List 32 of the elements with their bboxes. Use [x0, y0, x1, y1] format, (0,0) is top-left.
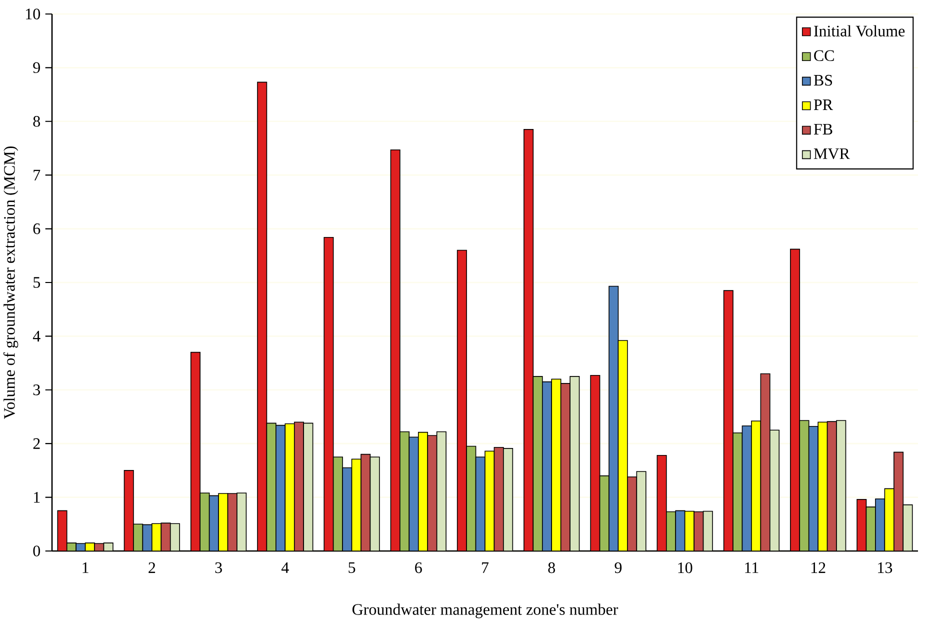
y-tick-label: 3	[33, 384, 40, 396]
x-tick-label: 2	[148, 562, 156, 573]
x-tick-label: 8	[548, 562, 555, 574]
x-axis-title: Groundwater management zone's number	[352, 604, 618, 618]
legend-label: FB	[814, 124, 832, 134]
y-tick-label: 6	[33, 223, 40, 234]
legend-label: Initial Volume	[814, 25, 905, 37]
y-axis-title: Volume of groundwater extraction (MCM)	[3, 146, 18, 420]
y-tick-label: 7	[34, 170, 40, 180]
y-tick-label: 2	[33, 438, 40, 449]
x-tick-label: 9	[614, 562, 622, 574]
y-tick-label: 10	[26, 8, 40, 20]
x-tick-label: 1	[82, 562, 88, 573]
legend-label: PR	[814, 100, 833, 110]
x-tick-label: 4	[281, 562, 289, 573]
x-tick-label: 12	[811, 562, 826, 573]
legend-label: MVR	[814, 148, 850, 160]
y-tick-label: 1	[34, 492, 40, 503]
x-tick-label: 13	[878, 562, 892, 574]
x-tick-label: 5	[348, 562, 356, 573]
x-tick-label: 3	[215, 562, 222, 574]
y-tick-label: 4	[32, 330, 40, 342]
y-tick-label: 8	[33, 116, 40, 127]
y-tick-label: 0	[33, 546, 40, 556]
legend-label: BS	[814, 74, 832, 86]
y-tick-label: 9	[33, 62, 40, 74]
x-tick-label: 10	[678, 562, 692, 574]
legend-label: CC	[814, 50, 834, 62]
x-tick-label: 7	[482, 562, 489, 573]
x-tick-label: 6	[415, 562, 422, 574]
y-tick-label: 5	[34, 277, 40, 288]
x-tick-label: 11	[745, 562, 758, 573]
